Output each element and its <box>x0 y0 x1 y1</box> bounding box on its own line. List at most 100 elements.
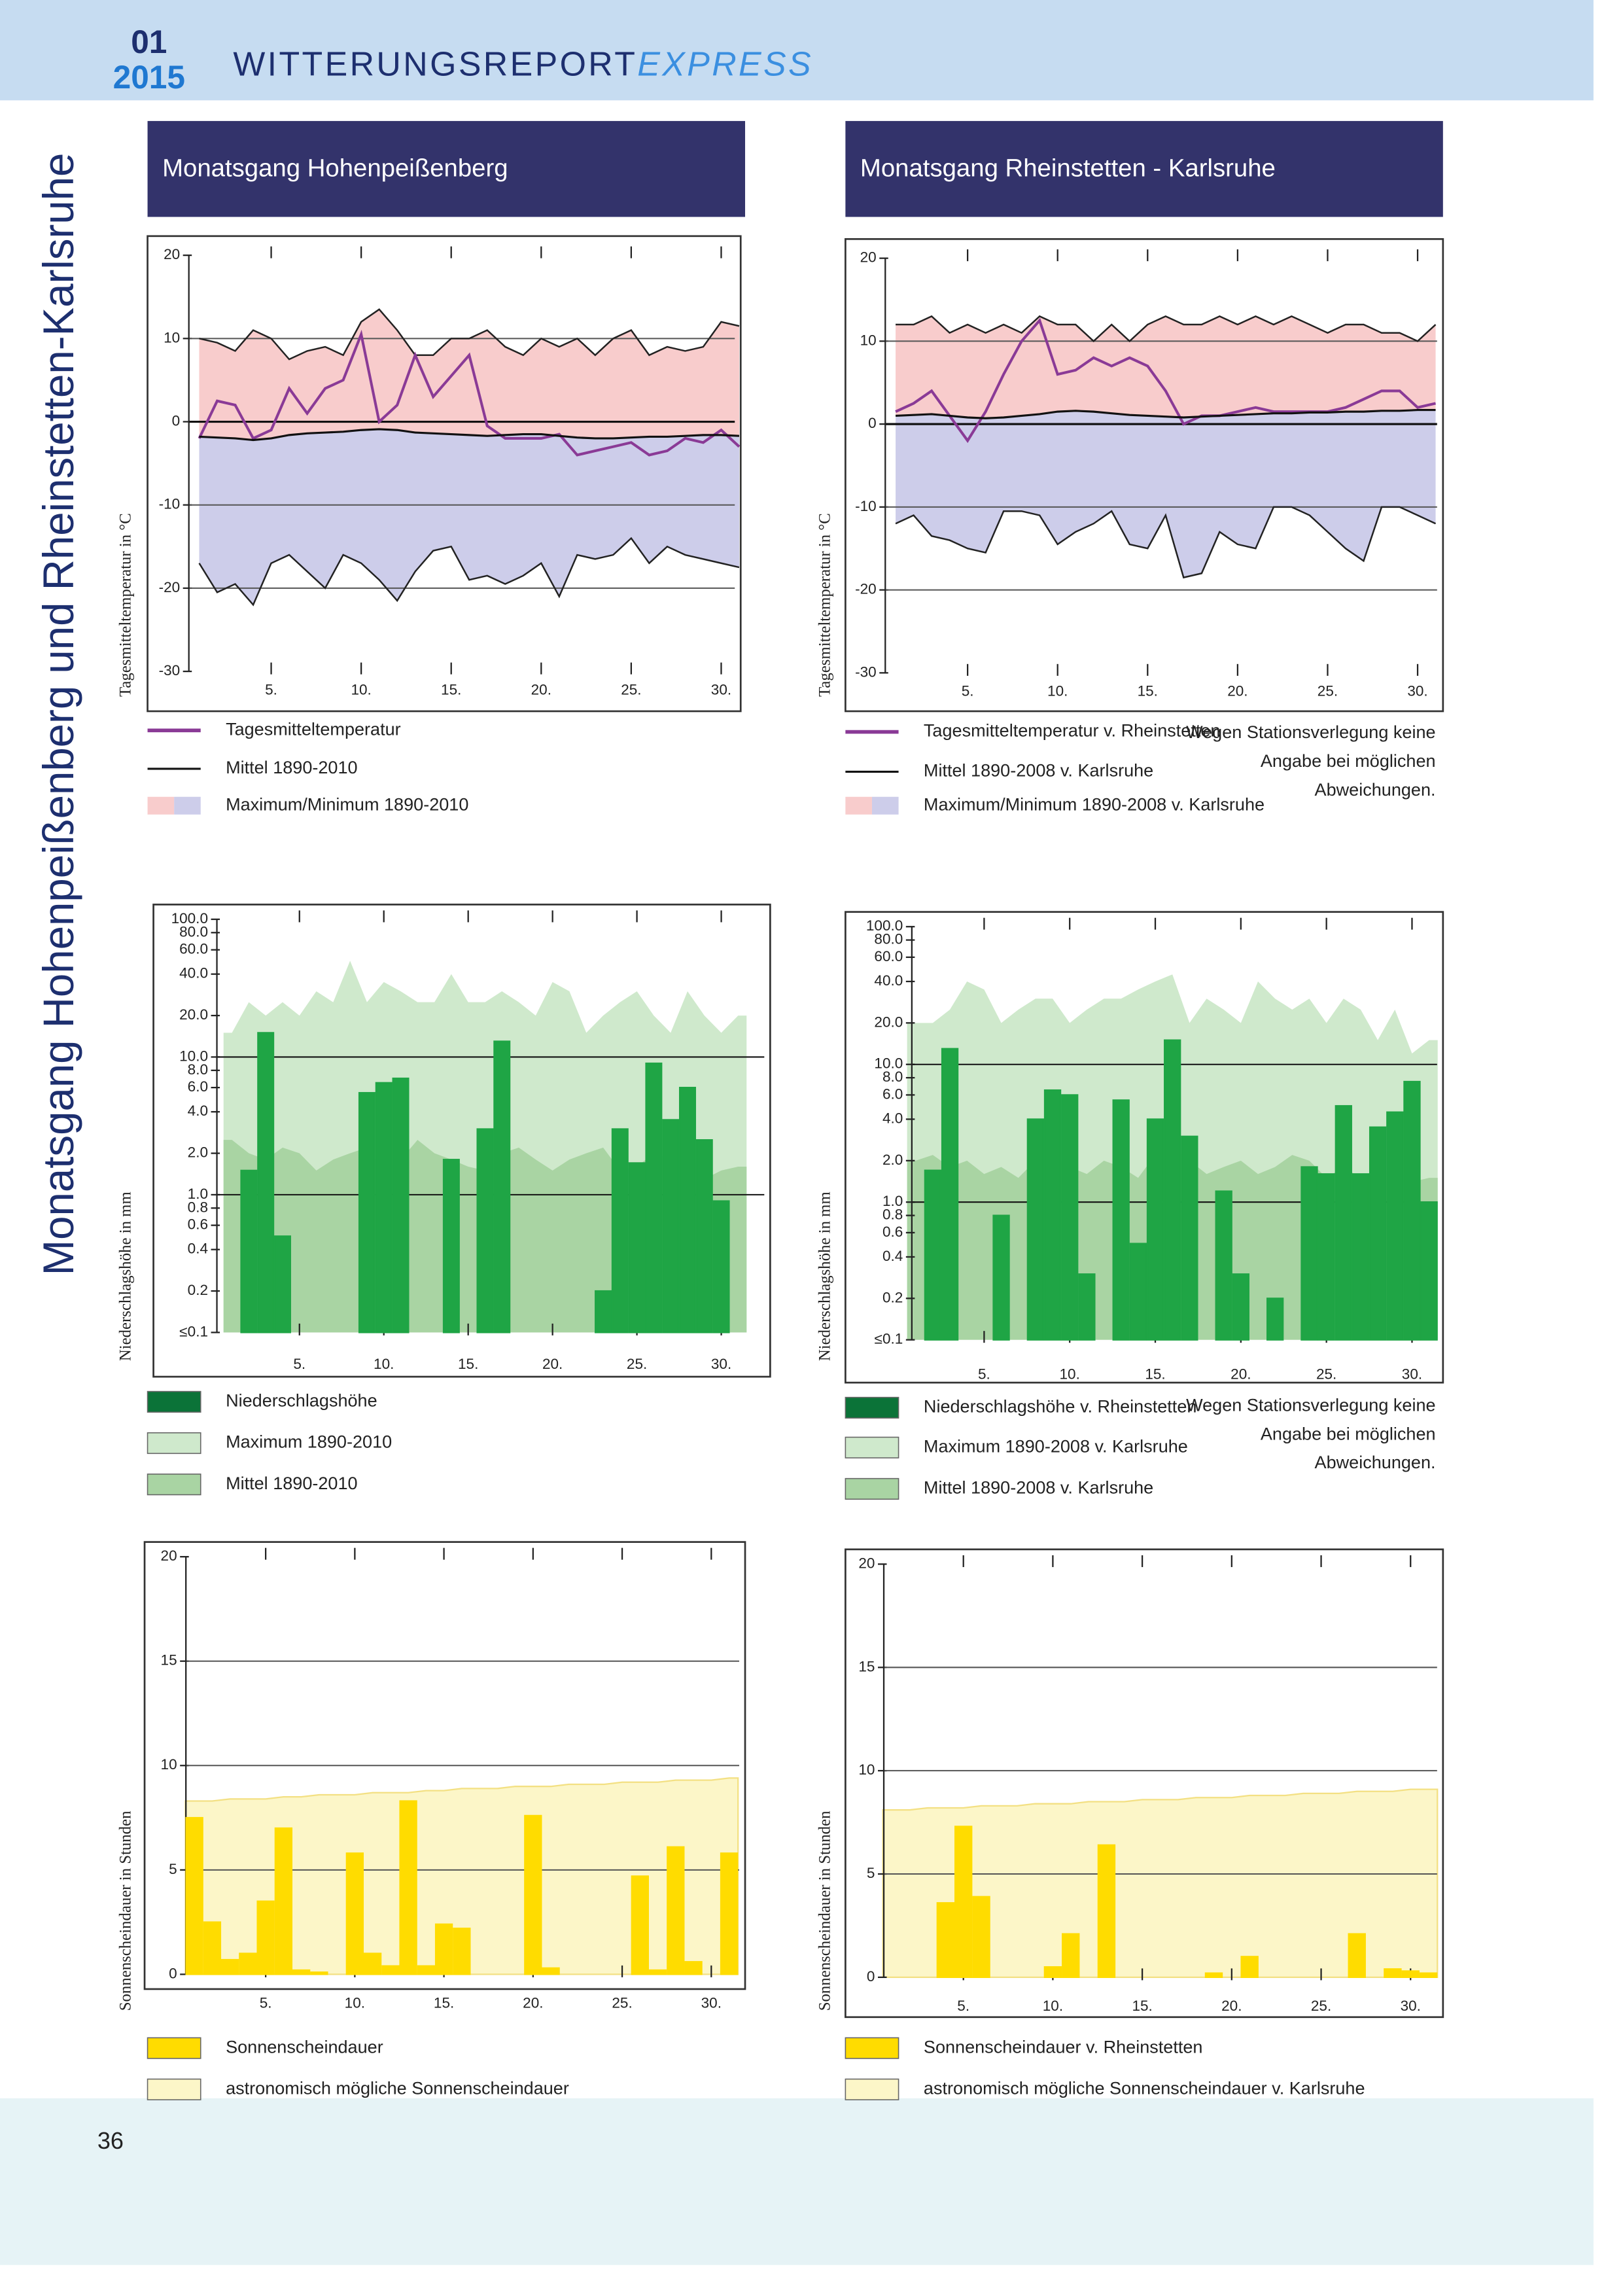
bar <box>256 1900 275 1975</box>
legend-note: Angabe bei möglichen <box>1261 1424 1436 1443</box>
bar <box>363 1952 382 1975</box>
legend-label: Mittel 1890-2010 <box>226 758 357 777</box>
bar <box>273 1235 291 1333</box>
x-tick-label: 25. <box>627 1356 647 1372</box>
side-title: Monatsgang Hohenpeißenberg und Rheinstet… <box>35 153 82 1276</box>
bar <box>1129 1243 1147 1341</box>
bar <box>434 1923 453 1975</box>
y-tick-label: 4.0 <box>882 1110 903 1126</box>
x-tick-label: 20. <box>531 681 551 698</box>
y-tick-label: 20 <box>860 249 877 266</box>
panel-header <box>845 120 1443 217</box>
legend-swatch <box>147 2078 201 2100</box>
bar <box>239 1952 257 1975</box>
x-tick-label: 5. <box>957 1998 969 2014</box>
bar <box>924 1169 942 1341</box>
legend-label: Maximum 1890-2008 v. Karlsruhe <box>924 1436 1188 1456</box>
bar <box>1240 1956 1259 1979</box>
x-tick-label: 20. <box>1227 683 1248 699</box>
bar <box>941 1048 959 1341</box>
bar <box>954 1826 973 1979</box>
y-tick-label: 80.0 <box>179 923 208 940</box>
legend-swatch <box>147 796 175 815</box>
y-tick-label: 1.0 <box>882 1193 903 1209</box>
y-tick-label: -30 <box>159 662 181 679</box>
y-axis-label: Tagesmitteltemperatur in °C <box>117 513 135 697</box>
bar <box>667 1846 685 1975</box>
x-tick-label: 25. <box>1311 1998 1331 2014</box>
bar <box>442 1159 460 1333</box>
x-tick-label: 30. <box>701 1994 722 2011</box>
bar <box>1146 1118 1164 1341</box>
legend-swatch <box>147 1474 201 1496</box>
footer-band <box>0 2098 1594 2265</box>
y-tick-label: 60.0 <box>179 941 208 957</box>
bar <box>712 1200 730 1333</box>
legend-label: Maximum/Minimum 1890-2010 <box>226 794 468 814</box>
y-tick-label: -20 <box>159 579 181 595</box>
bar <box>524 1814 542 1975</box>
legend-label: Sonnenscheindauer <box>226 2037 383 2057</box>
bar <box>595 1290 612 1333</box>
bar <box>720 1852 739 1975</box>
y-tick-label: 1.0 <box>188 1186 208 1202</box>
max-line <box>199 308 740 361</box>
y-tick-label: 20 <box>164 246 180 262</box>
y-tick-label: 0 <box>172 412 181 429</box>
y-tick-label: 40.0 <box>874 972 903 989</box>
y-tick-label: 0.4 <box>882 1248 903 1264</box>
bar <box>417 1965 436 1975</box>
y-tick-label: 10 <box>164 329 180 345</box>
legend-label: Niederschlagshöhe <box>226 1391 377 1411</box>
legend-swatch <box>845 796 872 815</box>
y-tick-label: ≤0.1 <box>179 1323 208 1339</box>
x-tick-label: 10. <box>374 1356 394 1372</box>
x-tick-label: 5. <box>293 1356 305 1372</box>
y-axis-label: Tagesmitteltemperatur in °C <box>816 513 834 697</box>
x-tick-label: 5. <box>978 1366 990 1383</box>
bar <box>1266 1298 1284 1341</box>
y-tick-label: 20.0 <box>874 1014 903 1030</box>
bar <box>1403 1080 1421 1341</box>
bar <box>542 1967 560 1975</box>
bar <box>1318 1173 1335 1341</box>
x-tick-label: 30. <box>711 681 731 698</box>
bar <box>645 1062 663 1333</box>
x-tick-label: 25. <box>612 1994 632 2011</box>
bar <box>648 1969 667 1975</box>
bar <box>1164 1039 1181 1341</box>
bar <box>1204 1972 1223 1979</box>
daily-line <box>198 329 741 457</box>
y-tick-label: 2.0 <box>882 1152 903 1168</box>
report-title: WITTERUNGSREPORTEXPRESS <box>233 44 813 82</box>
legend-note: Wegen Stationsverlegung keine <box>1186 722 1435 742</box>
min-line <box>198 537 740 607</box>
x-tick-label: 10. <box>345 1994 365 2011</box>
y-tick-label: 5 <box>169 1861 177 1877</box>
y-tick-label: 0 <box>867 1968 875 1985</box>
x-tick-label: 5. <box>962 683 974 699</box>
bar <box>972 1896 990 1979</box>
x-tick-label: 5. <box>260 1994 272 2011</box>
area <box>184 1777 739 1975</box>
bar <box>678 1087 696 1333</box>
legend-swatch <box>845 1477 899 1500</box>
y-tick-label: 10.0 <box>179 1048 208 1064</box>
bar <box>257 1032 275 1333</box>
min-band <box>896 410 1436 578</box>
bar <box>628 1162 646 1333</box>
page-number: 36 <box>97 2127 124 2154</box>
legend-label: astronomisch mögliche Sonnenscheindauer … <box>924 2078 1365 2098</box>
bar <box>345 1852 364 1975</box>
x-tick-label: 15. <box>1138 683 1158 699</box>
legend-note: Wegen Stationsverlegung keine <box>1186 1395 1435 1415</box>
bar <box>274 1827 293 1975</box>
y-tick-label: -10 <box>159 496 181 512</box>
legend-note: Abweichungen. <box>1315 780 1436 800</box>
y-tick-label: 20.0 <box>179 1006 208 1023</box>
legend-swatch <box>174 796 201 815</box>
bar <box>358 1091 375 1333</box>
x-tick-label: 10. <box>351 681 371 698</box>
bar <box>1026 1118 1045 1341</box>
